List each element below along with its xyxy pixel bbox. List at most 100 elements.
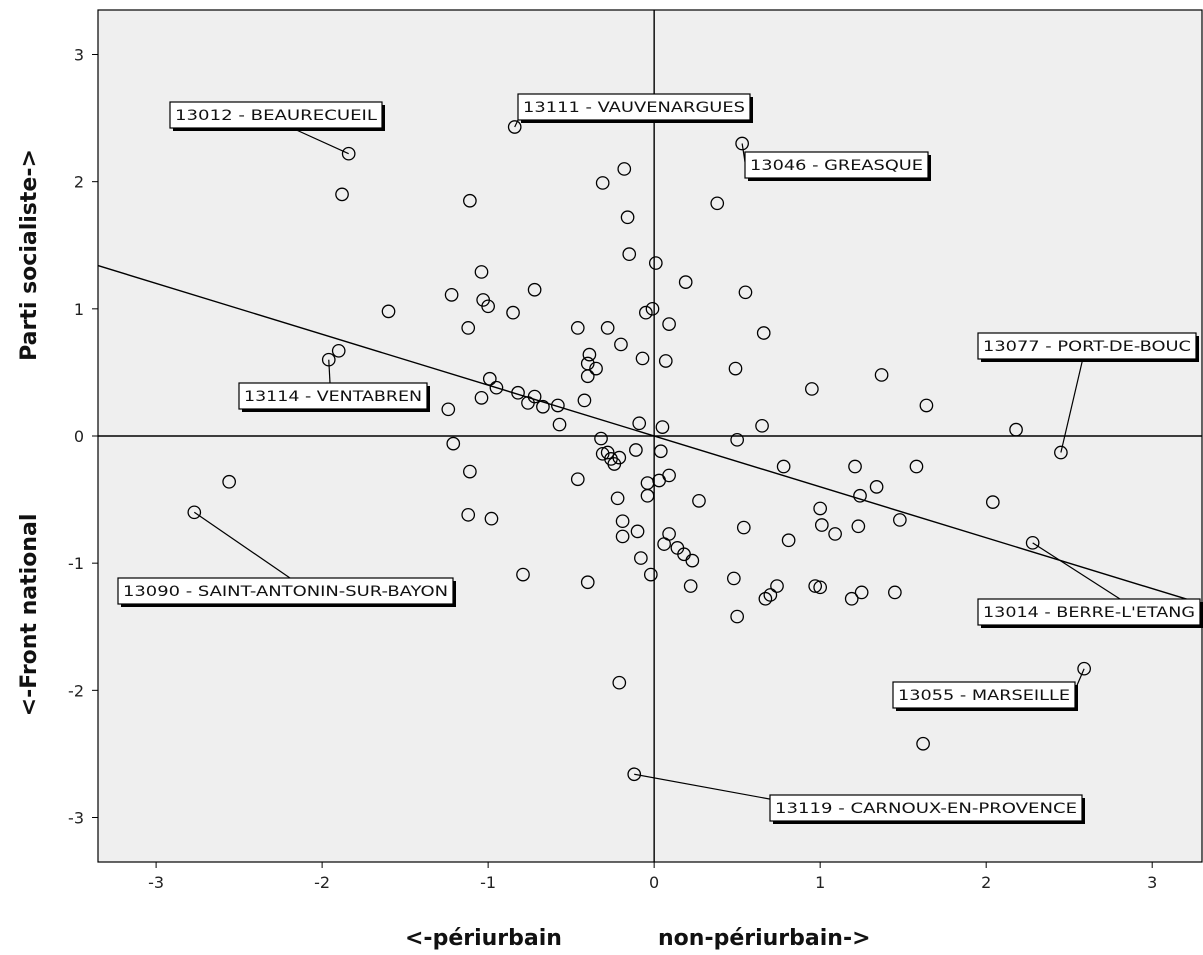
callout-label: 13046 - GREASQUE [744,151,931,181]
callout-box [517,93,751,121]
y-tick-label: 3 [74,46,84,65]
data-point [594,431,608,446]
callout-text: 13012 - BEAURECUEIL [175,108,377,124]
callout-box [769,794,1083,822]
data-point [736,520,751,535]
callout-label: 13077 - PORT-DE-BOUC [977,332,1199,362]
callout-label: 13055 - MARSEILLE [892,681,1078,711]
data-point [600,321,615,335]
callout-text: 13111 - VAUVENARGUES [523,100,745,116]
data-point [551,398,565,413]
data-point [776,459,791,474]
callout-label: 13111 - VAUVENARGUES [517,93,753,123]
callout-text: 13114 - VENTABREN [244,389,422,405]
data-point [331,343,346,358]
data-point [1054,445,1068,460]
data-point [828,527,842,541]
data-point [614,337,628,352]
callout-box [977,332,1197,360]
data-point [763,588,778,602]
data-point [622,247,637,262]
data-point [580,575,595,590]
data-point [335,187,349,202]
data-point [577,393,592,408]
data-point [627,767,642,782]
callout-text: 13046 - GREASQUE [750,158,923,174]
data-point [844,591,859,606]
data-point [474,391,489,405]
data-point [678,275,693,289]
x-tick-label: -1 [480,873,496,892]
callout-label: 13090 - SAINT-ANTONIN-SUR-BAYON [117,577,456,607]
data-point [444,287,459,302]
data-point [730,609,745,624]
data-point [615,514,630,529]
data-point [813,501,828,516]
data-point [600,445,615,460]
data-point [321,352,336,367]
data-point [758,591,773,606]
callout-leader-line [328,359,331,384]
data-point [853,488,867,503]
callout-box [977,598,1201,626]
data-point [507,120,522,134]
y-tick-label: 1 [74,300,84,319]
callout-leader-line [634,773,776,801]
data-point [632,416,647,431]
data-point [481,299,495,314]
data-point [463,464,477,479]
data-point [730,432,745,447]
callout-label: 13012 - BEAURECUEIL [169,101,385,131]
data-point [461,507,476,522]
callout-box [169,101,383,129]
data-point [511,385,525,400]
data-point [595,176,610,190]
y-axis-title-top: Parti socialiste-> [17,149,42,361]
x-tick-label: -3 [148,873,164,892]
data-point [381,304,396,319]
data-point [770,579,784,593]
data-point [222,474,237,489]
y-tick-label: 0 [74,427,84,446]
data-point [482,371,497,386]
data-point [919,398,934,413]
data-point [658,354,673,368]
x-tick-label: 0 [649,873,659,892]
data-point [446,436,461,451]
data-point [869,480,884,494]
data-point [1077,661,1091,676]
data-point [814,518,829,532]
data-point [635,351,650,366]
data-point [692,494,706,508]
data-point [474,265,489,279]
data-point [916,736,930,751]
data-point [726,571,741,586]
data-point [615,529,630,544]
data-point [484,511,499,526]
data-point [781,533,796,548]
callout-label: 13114 - VENTABREN [238,382,430,412]
data-point [441,402,456,417]
data-point [640,488,655,503]
data-point [808,579,823,593]
data-point [805,382,819,396]
data-point [735,136,749,151]
callout-box [238,382,428,410]
regression-fit-line [97,264,1203,605]
x-tick-label: 2 [981,873,991,892]
data-point [888,585,902,600]
data-point [634,551,648,565]
data-point [580,369,595,384]
data-point [1025,535,1040,550]
data-point [610,491,625,506]
data-point [657,537,671,551]
data-point [607,457,622,471]
data-point [187,505,202,520]
data-point [630,524,645,539]
data-point [874,368,889,382]
callout-label: 13014 - BERRE-L'ETANG [977,598,1203,628]
x-tick-label: 3 [1147,873,1157,892]
data-point [738,285,753,300]
x-axis-title-left: <-périurbain [405,926,562,951]
